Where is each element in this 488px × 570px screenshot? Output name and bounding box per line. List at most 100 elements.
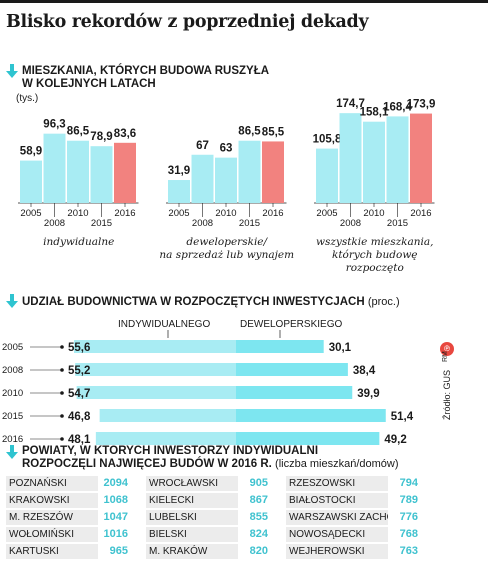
table-row: WEJHEROWSKI 763 — [286, 544, 420, 559]
section3-unit: (liczba mieszkań/domów) — [275, 458, 399, 470]
leader-dot — [60, 391, 64, 395]
bar-2008 — [339, 113, 362, 203]
table-row: KRAKOWSKI 1068 — [6, 493, 130, 508]
year-tick-label: 2010 — [363, 208, 384, 219]
bar-value-label: 105,8 — [313, 134, 342, 146]
year-label: 2010 — [2, 388, 23, 399]
section3-title-line2: ROZPOCZĘLI NAJWIĘCEJ BUDÓW W 2016 R. (li… — [22, 458, 399, 471]
bar-2016 — [114, 142, 136, 203]
table-row: BIELSKI 824 — [146, 527, 270, 542]
section2-title: UDZIAŁ BUDOWNICTWA W ROZPOCZĘTYCH INWEST… — [22, 296, 400, 309]
year-tick-label: 2015 — [387, 218, 408, 229]
source-label: Źródło: GUS — [442, 369, 452, 420]
share-value-indywidualne: 48,1 — [68, 434, 91, 446]
table-row: KARTUSKI 965 — [6, 544, 130, 559]
powiat-name: M. RZESZÓW — [9, 512, 73, 523]
powiat-value: 905 — [238, 476, 270, 491]
table-row: M. RZESZÓW 1047 — [6, 510, 130, 525]
year-tick-label: 2005 — [316, 208, 337, 219]
powiat-name: WOŁOMIŃSKI — [9, 529, 75, 540]
powiat-value: 820 — [238, 544, 270, 559]
bar-value-label: 86,5 — [67, 126, 90, 138]
year-label: 2016 — [2, 434, 23, 445]
section2-title-text: UDZIAŁ BUDOWNICTWA W ROZPOCZĘTYCH INWEST… — [22, 296, 365, 308]
copyright-logo: ℗ — [440, 342, 454, 356]
powiat-name: WROCŁAWSKI — [149, 478, 219, 489]
year-label: 2015 — [2, 411, 23, 422]
powiat-value: 824 — [238, 527, 270, 542]
arrow-down-icon — [6, 294, 18, 308]
year-label: 2005 — [2, 342, 23, 353]
bar-value-label: 83,6 — [114, 128, 136, 140]
group-caption: rozpoczęto — [346, 262, 404, 274]
powiat-value: 2094 — [98, 476, 130, 491]
bar-2010 — [215, 157, 237, 203]
year-tick-label: 2015 — [91, 218, 112, 229]
table-row: POZNAŃSKI 2094 — [6, 476, 130, 491]
powiat-name: KIELECKI — [149, 495, 195, 506]
bar-2016 — [262, 141, 284, 203]
bar-2005 — [20, 160, 42, 203]
powiat-name: KARTUSKI — [9, 546, 59, 557]
group-caption: deweloperskie/ — [186, 236, 268, 248]
bar-2005 — [316, 148, 338, 203]
share-value-deweloperskie: 49,2 — [384, 434, 406, 446]
powiat-value: 794 — [388, 476, 420, 491]
bar-value-label: 96,3 — [43, 119, 65, 131]
year-tick-label: 2008 — [340, 218, 361, 229]
share-value-deweloperskie: 51,4 — [391, 411, 414, 423]
share-bar-deweloperskie — [236, 363, 348, 376]
legend-indywidualnego: INDYWIDUALNEGO — [118, 319, 210, 330]
year-tick-label: 2005 — [20, 208, 41, 219]
leader-dot — [60, 345, 64, 349]
group-caption: których budowę — [332, 249, 418, 261]
share-value-indywidualne: 54,7 — [68, 388, 90, 400]
powiat-value: 789 — [388, 493, 420, 508]
year-tick-label: 2016 — [114, 208, 135, 219]
group-caption: na sprzedaż lub wynajem — [159, 249, 294, 261]
arrow-down-icon — [6, 445, 18, 459]
table-row: WROCŁAWSKI 905 — [146, 476, 270, 491]
bar-value-label: 63 — [220, 143, 233, 155]
year-tick-label: 2016 — [410, 208, 431, 219]
bar-2015 — [238, 140, 261, 203]
bar-value-label: 158,1 — [360, 107, 389, 119]
powiat-name: WEJHEROWSKI — [289, 546, 365, 557]
table-row: LUBELSKI 855 — [146, 510, 270, 525]
powiat-name: RZESZOWSKI — [289, 478, 356, 489]
powiat-value: 768 — [388, 527, 420, 542]
section1-title-line2: W KOLEJNYCH LATACH — [22, 78, 156, 90]
year-tick-label: 2008 — [44, 218, 65, 229]
table-row: WARSZAWSKI ZACHODNI 776 — [286, 510, 420, 525]
bar-value-label: 85,5 — [262, 126, 285, 138]
share-value-deweloperskie: 30,1 — [329, 342, 352, 354]
page-title: Blisko rekordów z poprzedniej dekady — [6, 12, 369, 32]
bar-2010 — [363, 121, 385, 203]
powiat-value: 965 — [98, 544, 130, 559]
bar-value-label: 173,9 — [407, 99, 436, 111]
powiat-value: 1068 — [98, 493, 130, 508]
charts-canvas: 58,9 2005 96,3 2008 86,5 2010 78,9 2015 83,6 2016… — [2, 98, 436, 446]
bar-value-label: 168,4 — [383, 101, 412, 113]
leader-dot — [60, 414, 64, 418]
bar-value-label: 86,5 — [238, 126, 261, 138]
section2-unit: (proc.) — [367, 296, 400, 308]
leader-dot — [60, 368, 64, 372]
table-row: WOŁOMIŃSKI 1016 — [6, 527, 130, 542]
section3-title-text: ROZPOCZĘLI NAJWIĘCEJ BUDÓW W 2016 R. — [22, 458, 272, 470]
year-tick-label: 2010 — [67, 208, 88, 219]
share-bar-indywidualne — [75, 363, 236, 376]
share-bar-deweloperskie — [236, 340, 324, 353]
leader-dot — [60, 437, 64, 441]
author-initials: RM — [442, 351, 449, 362]
share-bar-indywidualne — [99, 409, 236, 422]
section1-title-line1: MIESZKANIA, KTÓRYCH BUDOWA RUSZYŁA — [22, 65, 270, 77]
group-caption: indywidualne — [43, 236, 114, 248]
powiat-value: 1047 — [98, 510, 130, 525]
bar-2016 — [410, 113, 432, 203]
share-value-indywidualne: 55,6 — [68, 342, 90, 354]
year-tick-label: 2008 — [192, 218, 213, 229]
bar-value-label: 58,9 — [20, 146, 42, 158]
share-bar-deweloperskie — [236, 432, 380, 445]
year-tick-label: 2010 — [215, 208, 236, 219]
